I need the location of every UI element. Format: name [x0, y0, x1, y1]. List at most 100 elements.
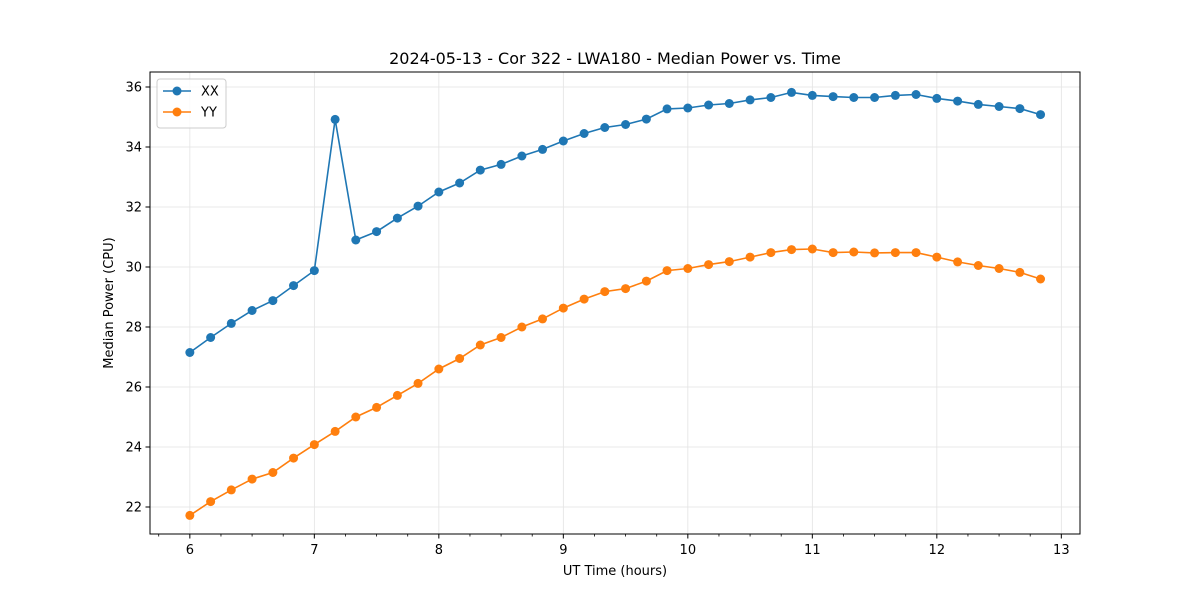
data-point-xx [372, 227, 381, 236]
data-point-xx [227, 319, 236, 328]
data-point-xx [621, 120, 630, 129]
data-point-xx [351, 236, 360, 245]
chart-title: 2024-05-13 - Cor 322 - LWA180 - Median P… [389, 49, 841, 68]
data-point-yy [891, 248, 900, 257]
data-point-yy [704, 260, 713, 269]
data-point-xx [870, 93, 879, 102]
data-point-yy [414, 379, 423, 388]
data-point-xx [704, 101, 713, 110]
y-tick-label: 32 [125, 201, 142, 216]
legend: XX YY [157, 79, 226, 128]
x-tick-label: 7 [310, 543, 318, 558]
x-tick-label: 9 [559, 543, 567, 558]
data-point-xx [580, 129, 589, 138]
data-point-xx [206, 333, 215, 342]
data-point-yy [227, 485, 236, 494]
legend-marker-yy [173, 108, 182, 117]
data-point-yy [248, 475, 257, 484]
data-point-yy [559, 304, 568, 313]
data-point-xx [642, 115, 651, 124]
data-point-yy [517, 323, 526, 332]
data-point-xx [476, 166, 485, 175]
y-tick-label: 34 [125, 141, 142, 156]
x-tick-label: 10 [680, 543, 697, 558]
data-point-xx [746, 95, 755, 104]
data-point-xx [497, 160, 506, 169]
data-point-yy [580, 295, 589, 304]
data-point-xx [248, 306, 257, 315]
data-point-yy [289, 454, 298, 463]
data-point-yy [829, 248, 838, 257]
legend-label-xx: XX [201, 85, 219, 100]
data-point-xx [434, 188, 443, 197]
y-tick-label: 36 [125, 81, 142, 96]
y-tick-label: 24 [125, 441, 142, 456]
data-point-yy [1036, 275, 1045, 284]
data-point-xx [787, 88, 796, 97]
data-point-xx [1036, 110, 1045, 119]
data-point-yy [497, 333, 506, 342]
legend-marker-xx [173, 87, 182, 96]
data-point-xx [268, 296, 277, 305]
data-point-yy [849, 248, 858, 257]
data-point-yy [621, 284, 630, 293]
data-point-xx [849, 93, 858, 102]
data-point-yy [455, 354, 464, 363]
data-point-xx [455, 179, 464, 188]
data-point-yy [663, 266, 672, 275]
data-point-xx [912, 90, 921, 99]
data-point-yy [331, 427, 340, 436]
x-tick-label: 6 [186, 543, 194, 558]
data-point-yy [393, 391, 402, 400]
data-point-xx [310, 266, 319, 275]
y-tick-label: 28 [125, 321, 142, 336]
data-point-yy [1015, 268, 1024, 277]
data-point-yy [434, 365, 443, 374]
data-point-yy [185, 511, 194, 520]
data-point-xx [538, 145, 547, 154]
data-point-xx [974, 100, 983, 109]
data-point-yy [766, 248, 775, 257]
data-point-xx [1015, 104, 1024, 113]
legend-label-yy: YY [200, 106, 217, 121]
data-point-yy [268, 468, 277, 477]
data-point-yy [476, 341, 485, 350]
data-point-xx [414, 202, 423, 211]
data-point-xx [766, 93, 775, 102]
data-point-yy [746, 253, 755, 262]
median-power-chart: 6 7 8 9 10 11 12 132224262830323436 2024-05-13 … [0, 0, 1200, 600]
data-point-xx [683, 104, 692, 113]
data-point-xx [829, 92, 838, 101]
data-point-yy [932, 253, 941, 262]
data-point-yy [538, 314, 547, 323]
x-tick-label: 8 [435, 543, 443, 558]
data-point-yy [725, 257, 734, 266]
data-point-xx [393, 214, 402, 223]
data-point-yy [310, 440, 319, 449]
x-tick-label: 12 [929, 543, 946, 558]
data-point-xx [808, 91, 817, 100]
data-point-yy [642, 277, 651, 286]
data-point-xx [663, 104, 672, 113]
y-tick-label: 22 [125, 501, 142, 516]
data-point-yy [683, 264, 692, 273]
data-point-yy [870, 248, 879, 257]
data-point-xx [932, 94, 941, 103]
data-point-xx [725, 99, 734, 108]
data-point-xx [995, 102, 1004, 111]
y-tick-label: 26 [125, 381, 142, 396]
data-point-xx [953, 97, 962, 106]
data-point-yy [808, 245, 817, 254]
data-point-xx [289, 281, 298, 290]
x-axis-label: UT Time (hours) [563, 564, 667, 579]
data-point-yy [995, 264, 1004, 273]
data-point-yy [206, 497, 215, 506]
x-tick-label: 11 [804, 543, 821, 558]
data-point-xx [517, 152, 526, 161]
data-point-xx [600, 123, 609, 132]
data-point-yy [351, 413, 360, 422]
data-point-yy [974, 261, 983, 270]
x-tick-label: 13 [1053, 543, 1070, 558]
data-point-xx [331, 115, 340, 124]
data-point-yy [787, 245, 796, 254]
